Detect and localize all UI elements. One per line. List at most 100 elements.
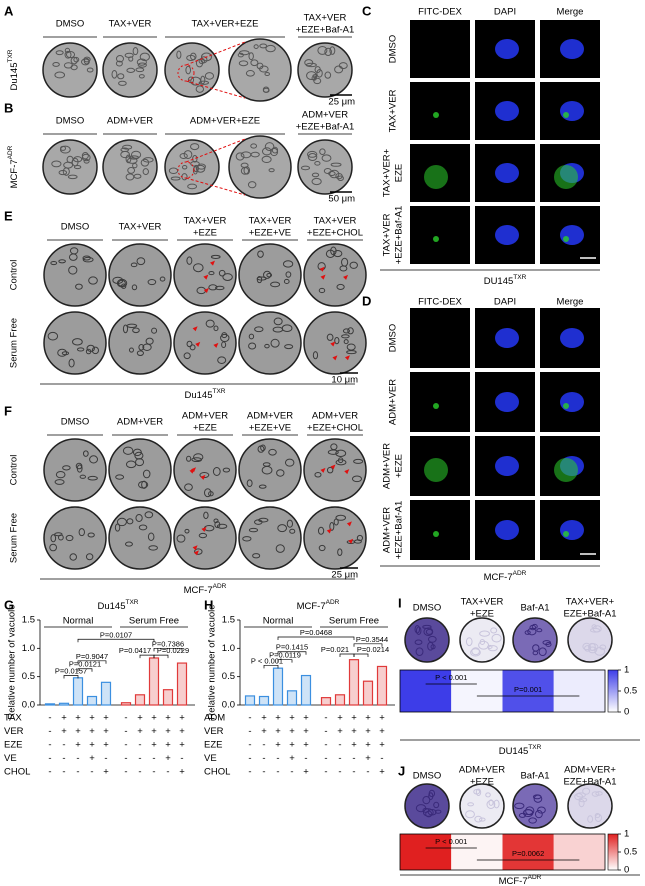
column-header: DMSO — [413, 771, 442, 782]
cell — [311, 177, 322, 186]
condition-sign: + — [289, 753, 295, 764]
micrograph — [108, 311, 172, 375]
cell — [259, 65, 269, 73]
p-value: P=0.9047 — [76, 652, 108, 661]
cell — [115, 60, 123, 67]
row-label-group: ADM+VER — [388, 379, 399, 425]
chart-title-base: MCF-7 — [297, 601, 326, 612]
condition-sign: - — [48, 740, 51, 751]
chart-title: MCF-7ADR — [297, 599, 340, 611]
cell — [328, 171, 336, 177]
micrograph — [42, 42, 98, 98]
cell — [76, 347, 85, 352]
nucleus — [495, 520, 519, 540]
cell — [139, 52, 150, 62]
cell — [126, 323, 138, 328]
cell — [170, 176, 181, 181]
condition-name: CHOL — [4, 767, 30, 778]
arrow — [195, 341, 201, 347]
cell — [319, 148, 326, 156]
dextran-signal — [554, 458, 578, 482]
arrow — [193, 550, 199, 556]
dextran-signal — [563, 403, 569, 409]
cell — [138, 74, 145, 79]
condition-sign: + — [165, 726, 171, 737]
significance-bracket — [153, 647, 183, 652]
cell — [475, 788, 482, 797]
cell — [70, 64, 78, 71]
arrow — [320, 467, 326, 473]
arrow — [209, 260, 215, 266]
arrow — [200, 474, 206, 480]
condition-sign: - — [48, 713, 51, 724]
cell — [136, 350, 144, 356]
cell — [427, 635, 437, 643]
cell — [248, 527, 259, 533]
column-header: DAPI — [494, 297, 516, 308]
cell — [62, 465, 71, 471]
cell — [142, 168, 149, 176]
fluorescence-image — [410, 372, 470, 432]
condition-sign: - — [352, 753, 355, 764]
condition-sign: - — [380, 753, 383, 764]
cell — [425, 810, 433, 818]
column-header: TAX+VER — [461, 597, 504, 608]
micrograph — [102, 139, 158, 195]
cell — [264, 142, 275, 152]
panel-label: I — [398, 595, 402, 610]
cell — [127, 167, 136, 174]
micrograph — [297, 139, 353, 195]
cell — [533, 794, 543, 803]
cell — [330, 162, 342, 167]
condition-sign: + — [165, 713, 171, 724]
cell — [52, 61, 60, 67]
micrograph — [512, 783, 558, 829]
cell — [148, 545, 158, 551]
cell-line-label-sup: TXR — [213, 388, 226, 395]
cell — [135, 514, 143, 522]
condition-sign: - — [62, 740, 65, 751]
cell — [282, 260, 294, 268]
cell — [289, 528, 296, 534]
condition-sign: - — [304, 753, 307, 764]
cell — [337, 548, 343, 557]
cell-line-label-base: MCF-7 — [484, 572, 513, 583]
cell — [312, 351, 319, 360]
cell — [130, 150, 142, 159]
y-tick-label: 1.5 — [22, 615, 35, 626]
cell — [254, 519, 263, 525]
cell — [415, 804, 427, 813]
bar — [176, 662, 188, 706]
arrow — [203, 288, 209, 294]
cell — [55, 50, 64, 56]
micrograph — [173, 311, 237, 375]
heatmap-cell — [502, 670, 554, 712]
cell — [334, 65, 344, 74]
condition-sign: - — [180, 753, 183, 764]
cell — [86, 67, 94, 73]
condition-sign: - — [152, 767, 155, 778]
p-value: P=0.0119 — [269, 651, 301, 660]
cell — [250, 143, 258, 149]
panel-label: H — [204, 597, 213, 612]
condition-sign: - — [152, 753, 155, 764]
cell — [186, 455, 192, 462]
micrograph — [164, 139, 220, 195]
condition-name: VER — [4, 726, 24, 737]
row-label: ADM+VER — [388, 379, 399, 425]
cell — [329, 169, 340, 179]
cell — [124, 541, 133, 547]
cell — [125, 460, 137, 469]
cell — [145, 337, 154, 345]
cell — [335, 449, 347, 457]
colorbar-tick-label: 1 — [624, 665, 629, 676]
cell — [50, 534, 57, 543]
column-header: ADM+VER+EZE — [190, 116, 260, 127]
row-label: Control — [9, 455, 20, 486]
column-header: DMSO — [56, 19, 85, 30]
column-header: TAX+VER — [119, 222, 162, 233]
condition-sign: + — [151, 713, 157, 724]
arrow — [319, 266, 325, 272]
cell — [333, 518, 339, 526]
condition-sign: - — [352, 767, 355, 778]
